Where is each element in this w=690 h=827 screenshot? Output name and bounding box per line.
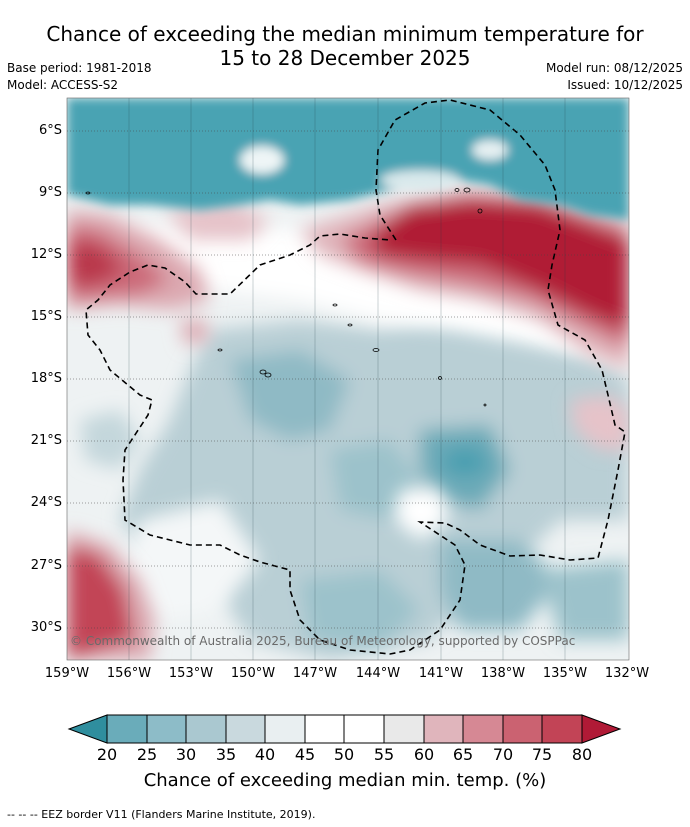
lon-label: 153°W [168, 666, 214, 681]
lat-label: 24°S [30, 495, 62, 510]
metadata-left: Base period: 1981-2018 Model: ACCESS-S2 [7, 60, 152, 94]
colorbar-cell [225, 714, 266, 744]
eez-borders [85, 99, 626, 655]
lon-label: 144°W [355, 666, 401, 681]
copyright-notice: © Commonwealth of Australia 2025, Bureau… [70, 634, 576, 648]
colorbar-tick: 65 [452, 745, 474, 764]
colorbar-cell [264, 714, 306, 744]
colorbar-tick: 80 [571, 745, 593, 764]
colorbar-max-arrow [581, 714, 622, 744]
colorbar-cell [106, 714, 148, 744]
colorbar-tick: 70 [492, 745, 514, 764]
base-period: Base period: 1981-2018 [7, 61, 152, 75]
colorbar-cell [502, 714, 543, 744]
probability-field [67, 98, 629, 660]
colorbar-cell [146, 714, 187, 744]
map-frame [66, 97, 630, 661]
title-line-2: 15 to 28 December 2025 [219, 46, 471, 70]
lon-label: 138°W [480, 666, 526, 681]
lon-label: 156°W [106, 666, 152, 681]
lat-label: 9°S [38, 185, 62, 200]
model-run: Model run: 08/12/2025 [545, 61, 683, 75]
lat-label: 6°S [38, 123, 62, 138]
colorbar-cell [304, 714, 345, 744]
islands [85, 187, 487, 407]
colorbar-tick: 45 [294, 745, 316, 764]
lon-label: 132°W [604, 666, 650, 681]
colorbar-tick: 40 [254, 745, 276, 764]
lat-label: 30°S [30, 620, 62, 635]
colorbar-cell [423, 714, 464, 744]
lon-label: 159°W [44, 666, 90, 681]
lon-label: 150°W [230, 666, 276, 681]
page-title: Chance of exceeding the median minimum t… [0, 22, 690, 70]
colorbar-tick: 75 [531, 745, 553, 764]
colorbar-tick: 60 [413, 745, 435, 764]
colorbar-cell [383, 714, 425, 744]
meridians [128, 98, 566, 660]
lon-label: 141°W [418, 666, 464, 681]
colorbar-label: Chance of exceeding median min. temp. (%… [143, 770, 547, 791]
colorbar-tick: 35 [215, 745, 237, 764]
lat-label: 15°S [30, 309, 62, 324]
title-line-1: Chance of exceeding the median minimum t… [46, 22, 644, 46]
colorbar-min-arrow [67, 714, 108, 744]
colorbar-cell [185, 714, 227, 744]
lat-label: 27°S [30, 558, 62, 573]
eez-footnote: -- -- -- EEZ border V11 (Flanders Marine… [7, 808, 316, 821]
colorbar-cell [462, 714, 504, 744]
lon-label: 135°W [542, 666, 588, 681]
lat-label: 21°S [30, 433, 62, 448]
issued-date: Issued: 10/12/2025 [567, 78, 683, 92]
colorbar-tick: 55 [373, 745, 395, 764]
colorbar-tick: 30 [175, 745, 197, 764]
colorbar-cell [541, 714, 583, 744]
model-name: Model: ACCESS-S2 [7, 78, 119, 92]
colorbar-tick: 25 [136, 745, 158, 764]
lat-label: 12°S [30, 247, 62, 262]
colorbar [67, 714, 622, 744]
colorbar-cell [343, 714, 385, 744]
lat-label: 18°S [30, 371, 62, 386]
colorbar-tick: 20 [96, 745, 118, 764]
colorbar-tick: 50 [333, 745, 355, 764]
graticule [67, 130, 629, 629]
metadata-right: Model run: 08/12/2025 Issued: 10/12/2025 [546, 60, 683, 94]
lon-label: 147°W [292, 666, 338, 681]
